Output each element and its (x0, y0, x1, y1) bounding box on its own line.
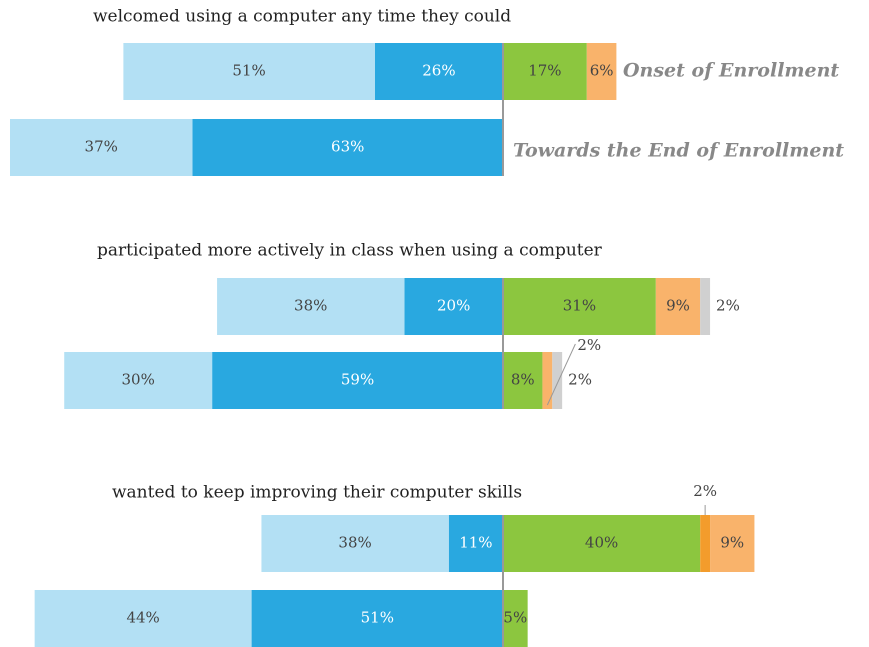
bar-segment (34, 590, 252, 647)
value-label: 17% (528, 62, 561, 80)
value-label: 51% (232, 62, 265, 80)
bar-segment (503, 352, 543, 409)
bar-segment (503, 43, 587, 100)
value-label: 9% (666, 297, 690, 315)
value-label: 2% (568, 371, 592, 389)
value-label: 2% (716, 297, 740, 315)
value-label: 51% (361, 609, 394, 627)
value-label: 31% (563, 297, 596, 315)
leader-line (546, 343, 576, 406)
bar-segment (503, 515, 701, 572)
bar-segment (261, 515, 449, 572)
bar-segment (503, 278, 656, 335)
value-label: 59% (341, 371, 374, 389)
bar-segment (217, 278, 405, 335)
bar-segment (251, 590, 503, 647)
value-label: 38% (338, 534, 371, 552)
group-title: welcomed using a computer any time they … (93, 7, 511, 27)
value-label: 9% (720, 534, 744, 552)
bar-segment (503, 590, 528, 647)
value-label: 2% (693, 482, 717, 500)
value-label: 20% (437, 297, 470, 315)
value-label: 38% (294, 297, 327, 315)
value-label: 2% (577, 336, 601, 354)
bar-segment (586, 43, 617, 100)
bar-segment (700, 515, 711, 572)
group-title: participated more actively in class when… (97, 241, 603, 261)
bar-segment (655, 278, 701, 335)
bar-segment (212, 352, 503, 409)
value-label: 8% (511, 371, 535, 389)
bar-segment (10, 119, 193, 176)
bar-segment (710, 515, 755, 572)
bar-segment (374, 43, 503, 100)
value-label: 26% (422, 62, 455, 80)
bar-segment (123, 43, 375, 100)
bar-segment (192, 119, 503, 176)
group-title: wanted to keep improving their computer … (112, 483, 522, 503)
bar-segment (404, 278, 503, 335)
bar-segment (448, 515, 503, 572)
bar-label: Onset of Enrollment (623, 60, 839, 82)
bar-segment (552, 352, 563, 409)
value-label: 6% (590, 62, 614, 80)
bar-label: Towards the End of Enrollment (513, 140, 844, 162)
bar-segment (64, 352, 213, 409)
value-label: 30% (122, 371, 155, 389)
value-label: 37% (85, 138, 118, 156)
value-label: 40% (585, 534, 618, 552)
value-label: 11% (459, 534, 492, 552)
bar-segment (542, 352, 553, 409)
value-label: 63% (331, 138, 364, 156)
value-label: 5% (503, 609, 527, 627)
value-label: 44% (126, 609, 159, 627)
bar-segment (700, 278, 711, 335)
